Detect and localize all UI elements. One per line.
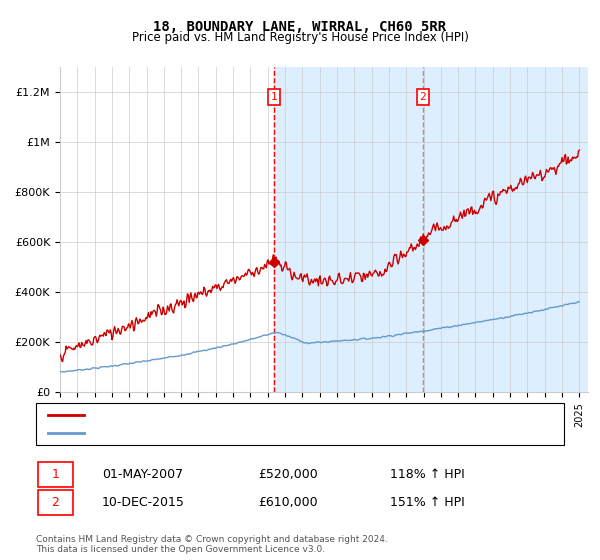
Text: Price paid vs. HM Land Registry's House Price Index (HPI): Price paid vs. HM Land Registry's House … — [131, 31, 469, 44]
Text: £520,000: £520,000 — [258, 468, 318, 481]
Text: Contains HM Land Registry data © Crown copyright and database right 2024.
This d: Contains HM Land Registry data © Crown c… — [36, 535, 388, 554]
Text: HPI: Average price, detached house, Wirral: HPI: Average price, detached house, Wirr… — [93, 428, 328, 438]
Text: 2: 2 — [51, 496, 59, 509]
Text: 118% ↑ HPI: 118% ↑ HPI — [390, 468, 465, 481]
Text: 10-DEC-2015: 10-DEC-2015 — [102, 496, 185, 509]
Text: 1: 1 — [51, 468, 59, 481]
Text: 18, BOUNDARY LANE, WIRRAL, CH60 5RR (detached house): 18, BOUNDARY LANE, WIRRAL, CH60 5RR (det… — [93, 410, 419, 420]
Text: 01-MAY-2007: 01-MAY-2007 — [102, 468, 183, 481]
Text: 2: 2 — [419, 92, 426, 102]
Text: 18, BOUNDARY LANE, WIRRAL, CH60 5RR: 18, BOUNDARY LANE, WIRRAL, CH60 5RR — [154, 20, 446, 34]
Text: 151% ↑ HPI: 151% ↑ HPI — [390, 496, 465, 509]
Bar — [422, 67, 588, 392]
Bar — [274, 67, 422, 392]
Text: £610,000: £610,000 — [258, 496, 317, 509]
Text: 1: 1 — [271, 92, 278, 102]
